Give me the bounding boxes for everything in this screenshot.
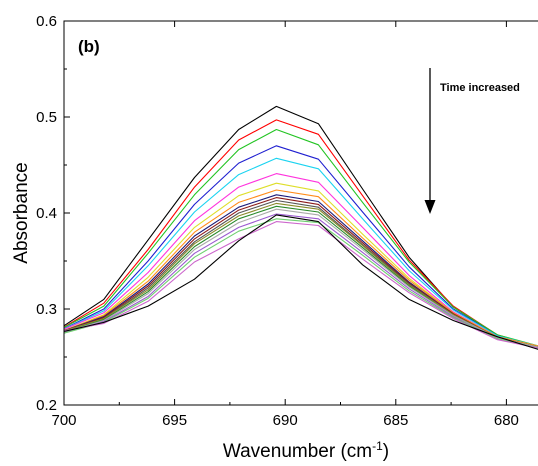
- series-layer: [64, 105, 538, 350]
- x-axis-label-suffix: ): [383, 441, 389, 462]
- y-axis-ticks: 0.2 0.3 0.4 0.5 0.6: [36, 13, 70, 414]
- series-line-18: [64, 214, 538, 350]
- x-tick-label: 695: [162, 412, 187, 429]
- time-arrow-head: [424, 200, 436, 214]
- y-axis-label: Absorbance: [11, 162, 32, 263]
- series-line-13: [64, 205, 538, 348]
- x-tick-label: 700: [51, 412, 76, 429]
- y-tick-label: 0.4: [36, 205, 57, 222]
- y-tick-label: 0.3: [36, 301, 57, 318]
- series-line-2: [64, 119, 538, 348]
- x-tick-label: 680: [494, 412, 519, 429]
- x-axis-label: Wavenumber (cm-1): [223, 439, 389, 462]
- y-tick-label: 0.6: [36, 13, 57, 30]
- series-line-17: [64, 221, 538, 349]
- series-line-10: [64, 197, 538, 348]
- x-axis-label-superscript: -1: [372, 439, 383, 453]
- series-line-4: [64, 145, 538, 348]
- series-line-15: [64, 213, 538, 349]
- time-annotation: Time increased: [440, 82, 520, 94]
- series-line-6: [64, 173, 538, 347]
- y-tick-label: 0.2: [36, 397, 57, 414]
- series-line-16: [64, 218, 538, 349]
- series-line-12: [64, 202, 538, 348]
- series-line-11: [64, 199, 538, 348]
- x-tick-label: 690: [273, 412, 298, 429]
- x-axis-label-main: Wavenumber (cm: [223, 441, 372, 462]
- series-line-3: [64, 128, 538, 347]
- series-line-14: [64, 208, 538, 348]
- x-axis-ticks: 700 695 690 685 680: [51, 21, 519, 429]
- series-line-8: [64, 189, 538, 347]
- plot-frame: [63, 20, 538, 406]
- y-tick-label: 0.5: [36, 109, 57, 126]
- panel-label: (b): [78, 37, 100, 56]
- x-tick-label: 685: [383, 412, 408, 429]
- series-line-5: [64, 157, 538, 347]
